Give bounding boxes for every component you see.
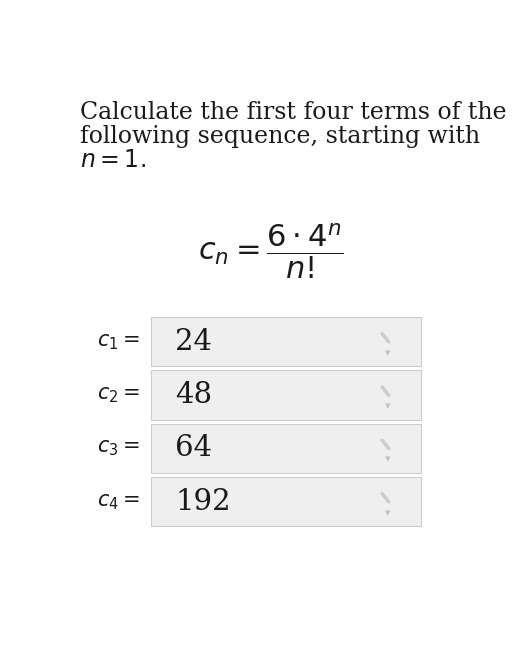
Text: 192: 192 [175, 488, 231, 516]
Bar [152, 424, 421, 473]
Text: ▾: ▾ [385, 401, 390, 411]
Text: $n = 1.$: $n = 1.$ [80, 150, 146, 172]
Text: $c_1 =$: $c_1 =$ [97, 332, 139, 351]
Text: 24: 24 [175, 328, 212, 356]
Bar [152, 370, 421, 420]
Bar [152, 477, 421, 526]
Text: following sequence, starting with: following sequence, starting with [80, 125, 480, 148]
Text: $c_n = \dfrac{6 \cdot 4^n}{n!}$: $c_n = \dfrac{6 \cdot 4^n}{n!}$ [198, 221, 343, 281]
Text: ▾: ▾ [385, 508, 390, 518]
Text: Calculate the first four terms of the: Calculate the first four terms of the [80, 101, 506, 124]
Text: ▾: ▾ [385, 454, 390, 464]
Text: $c_2 =$: $c_2 =$ [97, 385, 139, 405]
Bar [152, 317, 421, 366]
Text: $c_4 =$: $c_4 =$ [97, 492, 139, 511]
Text: 48: 48 [175, 381, 212, 409]
Text: $c_3 =$: $c_3 =$ [97, 439, 139, 458]
Text: 64: 64 [175, 434, 212, 462]
Text: ▾: ▾ [385, 348, 390, 358]
